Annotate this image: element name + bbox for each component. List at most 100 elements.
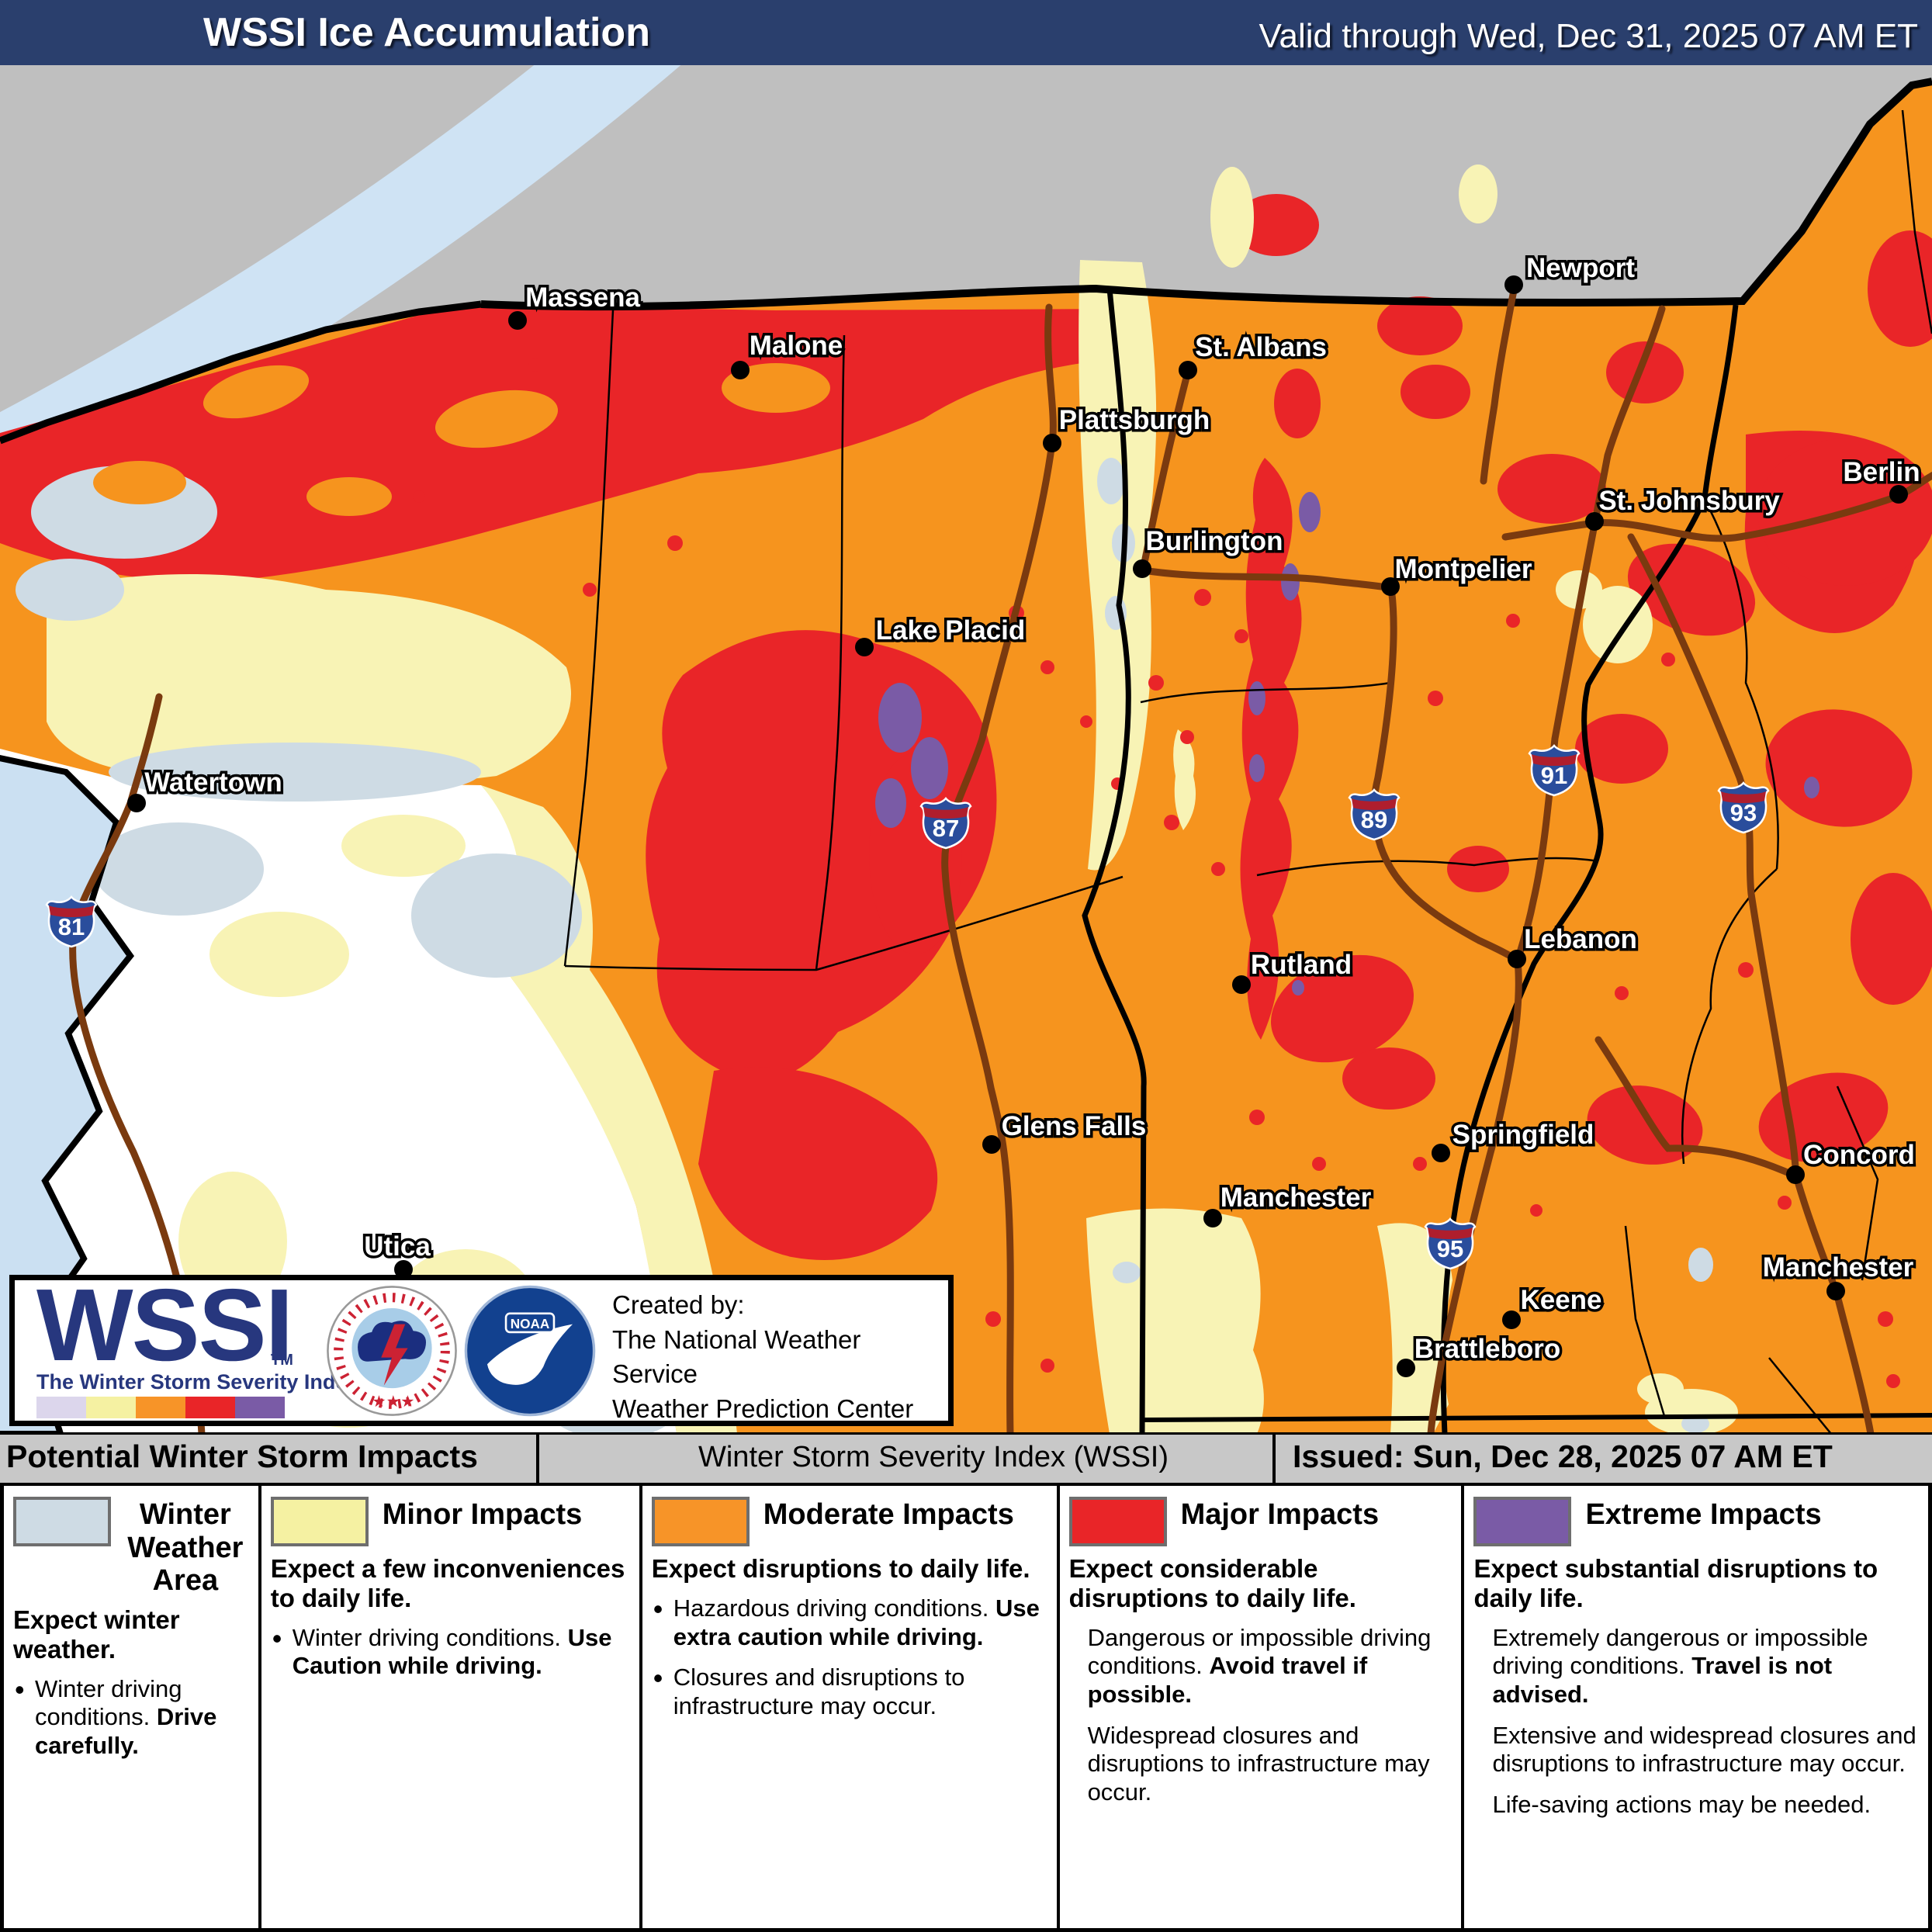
trademark-symbol: TM xyxy=(271,1352,293,1369)
legend-title: Extreme Impacts xyxy=(1585,1498,1822,1531)
city-label: Massena xyxy=(525,282,640,313)
legend-title: Winter Weather Area xyxy=(127,1498,244,1598)
legend-extreme-impacts: Extreme Impacts Expect substantial disru… xyxy=(1464,1486,1928,1928)
wssi-impact-map: 81 87 89 91 93 95 Massena M xyxy=(0,0,1932,1434)
city-dot xyxy=(1786,1165,1805,1184)
svg-text:87: 87 xyxy=(933,815,959,842)
legend-intro: Expect substantial disruptions to daily … xyxy=(1473,1554,1878,1612)
city-dot xyxy=(1381,577,1400,596)
lake-ontario xyxy=(0,755,135,1434)
scale-winter-weather xyxy=(36,1397,86,1418)
legend-title: Moderate Impacts xyxy=(763,1498,1014,1531)
city-label: Watertown xyxy=(144,767,282,798)
moderate-holes xyxy=(93,363,830,516)
svg-text:81: 81 xyxy=(58,913,85,940)
city-label: Manchester xyxy=(1763,1252,1914,1283)
major-swatch xyxy=(1068,1497,1167,1546)
created-by-block: Created by: The National Weather Service… xyxy=(612,1288,948,1426)
minor-swatch xyxy=(270,1497,369,1546)
page-title: WSSI Ice Accumulation xyxy=(203,10,650,55)
interstate-93-shield: 93 xyxy=(1717,781,1770,834)
interstate-81-shield: 81 xyxy=(45,895,98,948)
status-bar: Potential Winter Storm Impacts Winter St… xyxy=(0,1432,1932,1486)
scale-moderate xyxy=(136,1397,185,1418)
legend-item: Extremely dangerous or impossible drivin… xyxy=(1492,1623,1868,1709)
legend-intro: Expect disruptions to daily life. xyxy=(651,1554,1030,1583)
legend-item: Widespread closures and disruptions to i… xyxy=(1087,1721,1430,1806)
city-dot xyxy=(855,638,874,656)
nws-logo: ★★★ xyxy=(327,1286,457,1416)
city-label: Brattleboro xyxy=(1414,1334,1561,1364)
legend-title: Major Impacts xyxy=(1180,1498,1380,1531)
scale-minor xyxy=(86,1397,136,1418)
city-label: Springfield xyxy=(1452,1120,1594,1150)
city-label: Lake Placid xyxy=(876,615,1026,646)
city-label: Manchester xyxy=(1220,1182,1372,1213)
legend-winter-weather-area: Winter Weather Area Expect winter weathe… xyxy=(4,1486,261,1928)
city-dot xyxy=(1397,1359,1415,1377)
svg-text:93: 93 xyxy=(1730,799,1757,826)
city-dot xyxy=(1502,1311,1521,1329)
interstate-95-shield: 95 xyxy=(1424,1217,1477,1270)
city-label: Malone xyxy=(750,331,843,361)
city-dot xyxy=(1133,559,1151,578)
created-by-line: The National Weather Service xyxy=(612,1324,861,1389)
wssi-index-label: Winter Storm Severity Index (WSSI) xyxy=(698,1441,1169,1473)
impacts-heading: Potential Winter Storm Impacts xyxy=(6,1439,478,1474)
svg-text:95: 95 xyxy=(1437,1235,1463,1262)
svg-text:★★★: ★★★ xyxy=(372,1393,414,1411)
legend-item: Winter driving conditions. Drive careful… xyxy=(13,1674,249,1761)
legend-item: Dangerous or impossible driving conditio… xyxy=(1087,1623,1432,1709)
legend-major-impacts: Major Impacts Expect considerable disrup… xyxy=(1060,1486,1465,1928)
city-label: Montpelier xyxy=(1395,554,1532,584)
interstate-87-shield: 87 xyxy=(919,797,972,850)
city-label: Glens Falls xyxy=(1002,1111,1147,1141)
city-labels: Massena Malone Newport St. Albans Platts… xyxy=(142,251,1923,1367)
city-dot xyxy=(1826,1282,1845,1300)
legend-intro: Expect a few inconveniences to daily lif… xyxy=(270,1554,625,1612)
city-label: St. Johnsbury xyxy=(1598,486,1780,516)
city-dot xyxy=(1432,1144,1450,1162)
legend-item: Extensive and widespread closures and di… xyxy=(1492,1721,1916,1778)
noaa-logo: NOAA xyxy=(464,1285,596,1417)
city-dot xyxy=(394,1260,413,1279)
divider xyxy=(536,1435,539,1483)
city-label: Utica xyxy=(364,1231,431,1262)
legend-item: Life-saving actions may be needed. xyxy=(1492,1790,1871,1818)
scale-extreme xyxy=(235,1397,285,1418)
created-by-line: Created by: xyxy=(612,1290,745,1319)
city-dot xyxy=(731,361,750,379)
city-dot xyxy=(1043,434,1061,452)
svg-text:91: 91 xyxy=(1541,762,1567,789)
valid-through-text: Valid through Wed, Dec 31, 2025 07 AM ET xyxy=(1259,17,1918,55)
legend-minor-impacts: Minor Impacts Expect a few inconvenience… xyxy=(261,1486,642,1928)
city-dots xyxy=(127,275,1908,1377)
extreme-swatch xyxy=(1473,1497,1572,1546)
city-label: Newport xyxy=(1526,253,1635,283)
city-dot xyxy=(1179,361,1197,379)
city-label: St. Albans xyxy=(1195,332,1327,362)
legend-item: Hazardous driving conditions. Use extra … xyxy=(652,1593,1047,1651)
city-label: Concord xyxy=(1803,1140,1915,1170)
divider xyxy=(1272,1435,1276,1483)
city-dot xyxy=(1504,275,1523,294)
city-dot xyxy=(1508,950,1526,968)
wssi-logo-text: WSSI xyxy=(36,1268,293,1382)
city-dot xyxy=(1585,512,1604,531)
county-lines xyxy=(563,109,1932,1434)
city-label: Burlington xyxy=(1146,526,1283,556)
city-dot xyxy=(508,311,527,330)
city-dot xyxy=(1232,975,1251,994)
wssi-tagline: The Winter Storm Severity Index xyxy=(36,1370,359,1394)
winter-weather-swatch xyxy=(13,1497,111,1546)
moderate-swatch xyxy=(651,1497,750,1546)
city-label: Lebanon xyxy=(1524,924,1637,954)
svg-text:89: 89 xyxy=(1361,806,1387,833)
title-bar: WSSI Ice Accumulation Valid through Wed,… xyxy=(0,0,1932,65)
wssi-logo-box: WSSI TM The Winter Storm Severity Index … xyxy=(9,1268,954,1426)
legend-moderate-impacts: Moderate Impacts Expect disruptions to d… xyxy=(642,1486,1060,1928)
city-label: Berlin xyxy=(1843,457,1920,487)
city-label: Plattsburgh xyxy=(1059,405,1210,435)
city-label: Rutland xyxy=(1251,950,1352,980)
legend-intro: Expect winter weather. xyxy=(13,1605,180,1664)
